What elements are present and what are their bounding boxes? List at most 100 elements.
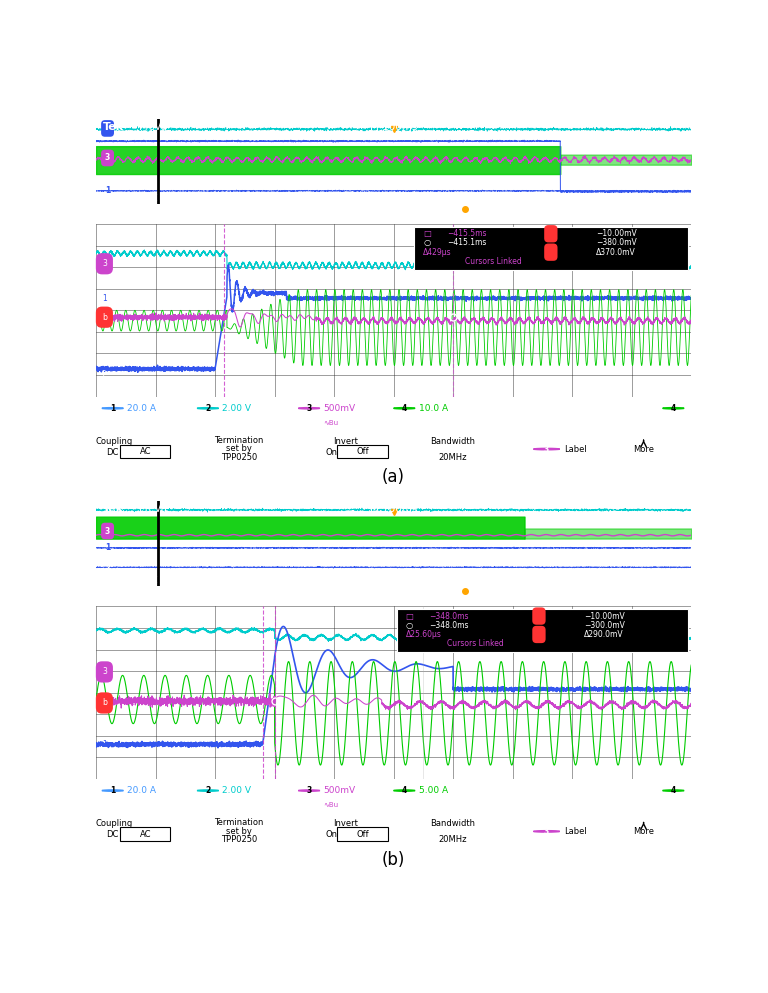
Text: On: On bbox=[325, 448, 337, 457]
Text: 2.00 V: 2.00 V bbox=[222, 786, 251, 795]
Text: 1: 1 bbox=[105, 187, 110, 196]
Circle shape bbox=[663, 407, 684, 409]
Text: PreVu: PreVu bbox=[139, 122, 167, 132]
FancyBboxPatch shape bbox=[120, 827, 170, 841]
Text: 500mV: 500mV bbox=[323, 404, 356, 413]
FancyBboxPatch shape bbox=[415, 226, 688, 270]
FancyBboxPatch shape bbox=[337, 445, 388, 459]
Text: Zoom Position: −415ms: Zoom Position: −415ms bbox=[304, 209, 421, 218]
Text: M 100ms: M 100ms bbox=[370, 122, 417, 132]
Text: Δ370.0mV: Δ370.0mV bbox=[596, 247, 636, 256]
Text: 4 May 2023: 4 May 2023 bbox=[709, 401, 758, 410]
Text: ○: ○ bbox=[406, 621, 412, 630]
Text: M 100ms: M 100ms bbox=[370, 504, 417, 514]
Text: 2: 2 bbox=[205, 404, 210, 413]
Text: Δ429μs: Δ429μs bbox=[423, 247, 452, 256]
Circle shape bbox=[299, 789, 319, 791]
Text: Off: Off bbox=[356, 829, 369, 838]
FancyBboxPatch shape bbox=[337, 827, 388, 841]
Text: 10.0MS/s: 10.0MS/s bbox=[578, 783, 616, 792]
Text: 20MHz: 20MHz bbox=[439, 453, 468, 462]
Text: Invert: Invert bbox=[333, 437, 359, 446]
FancyBboxPatch shape bbox=[396, 609, 688, 652]
Text: Zoom Factor: 1kX: Zoom Factor: 1kX bbox=[102, 209, 187, 218]
Text: 5.00 A: 5.00 A bbox=[419, 786, 448, 795]
Text: Label: Label bbox=[564, 445, 587, 454]
Text: 2: 2 bbox=[102, 761, 107, 770]
Text: Bandwidth: Bandwidth bbox=[431, 819, 475, 828]
Text: [ ]: [ ] bbox=[154, 194, 162, 201]
Text: TPP0250: TPP0250 bbox=[220, 835, 257, 844]
Text: Zoom Factor: 2.5kX: Zoom Factor: 2.5kX bbox=[102, 591, 197, 601]
Text: Z 40.0μs: Z 40.0μs bbox=[495, 783, 531, 792]
Text: (b): (b) bbox=[382, 851, 406, 869]
Text: 2.00 V: 2.00 V bbox=[222, 404, 251, 413]
Text: Label: Label bbox=[564, 827, 587, 836]
Text: 10.0MS/s: 10.0MS/s bbox=[578, 401, 616, 410]
Text: 3: 3 bbox=[306, 786, 312, 795]
Circle shape bbox=[102, 789, 124, 791]
Text: set by: set by bbox=[226, 827, 252, 836]
Text: 20.0 A: 20.0 A bbox=[127, 404, 156, 413]
Text: Tek: Tek bbox=[103, 504, 124, 514]
Text: More: More bbox=[633, 827, 654, 836]
Text: AC: AC bbox=[140, 447, 151, 456]
Circle shape bbox=[393, 789, 415, 791]
Text: Zoom Position: −348ms: Zoom Position: −348ms bbox=[304, 591, 421, 601]
Text: 800mA: 800mA bbox=[578, 418, 607, 427]
Text: DC: DC bbox=[106, 448, 118, 457]
Text: 1: 1 bbox=[102, 294, 107, 303]
Text: 1: 1 bbox=[105, 124, 110, 133]
Text: b: b bbox=[102, 313, 107, 322]
Circle shape bbox=[299, 407, 319, 409]
Text: −415.1ms: −415.1ms bbox=[447, 238, 487, 247]
Text: Off: Off bbox=[356, 447, 369, 456]
Text: ⒠: ⒠ bbox=[537, 612, 541, 621]
Text: 1: 1 bbox=[105, 543, 110, 552]
Text: 20.0 A: 20.0 A bbox=[127, 786, 156, 795]
Text: 800mA: 800mA bbox=[578, 800, 607, 809]
Text: 4: 4 bbox=[670, 786, 676, 795]
Circle shape bbox=[663, 789, 684, 791]
Text: 16:45:32: 16:45:32 bbox=[709, 418, 746, 427]
Text: /: / bbox=[685, 404, 688, 413]
Text: set by: set by bbox=[226, 445, 252, 454]
Text: 10M points: 10M points bbox=[495, 418, 541, 427]
Text: Termination: Termination bbox=[214, 818, 263, 827]
Text: ⒠: ⒠ bbox=[548, 229, 554, 238]
Text: 3: 3 bbox=[102, 667, 107, 676]
Text: 2: 2 bbox=[105, 194, 110, 203]
Text: 3: 3 bbox=[544, 827, 549, 836]
Text: ⒡: ⒡ bbox=[537, 630, 541, 638]
Circle shape bbox=[197, 789, 219, 791]
Text: Coupling: Coupling bbox=[95, 437, 133, 446]
Text: More: More bbox=[633, 445, 654, 454]
Text: 4: 4 bbox=[402, 786, 407, 795]
Text: 3: 3 bbox=[105, 526, 110, 535]
Text: 1: 1 bbox=[110, 404, 115, 413]
Text: 2: 2 bbox=[205, 786, 210, 795]
Circle shape bbox=[534, 831, 560, 832]
Text: Cursors Linked: Cursors Linked bbox=[447, 639, 504, 648]
Text: 4: 4 bbox=[670, 404, 676, 413]
Text: On: On bbox=[325, 830, 337, 839]
FancyBboxPatch shape bbox=[120, 445, 170, 459]
Text: Bandwidth: Bandwidth bbox=[431, 437, 475, 446]
Text: −10.00mV: −10.00mV bbox=[596, 229, 637, 238]
Circle shape bbox=[393, 407, 415, 409]
Text: Δ25.60μs: Δ25.60μs bbox=[406, 630, 442, 638]
Text: −380.0mV: −380.0mV bbox=[596, 238, 637, 247]
Text: 1: 1 bbox=[102, 740, 107, 749]
Text: 4: 4 bbox=[402, 404, 407, 413]
Text: Tek: Tek bbox=[103, 122, 124, 132]
Text: DC: DC bbox=[106, 830, 118, 839]
Text: ∿Bu: ∿Bu bbox=[323, 802, 339, 808]
Text: 2: 2 bbox=[105, 563, 110, 572]
Text: 20MHz: 20MHz bbox=[439, 835, 468, 844]
Text: ⒡: ⒡ bbox=[548, 247, 554, 256]
Text: 10M points: 10M points bbox=[495, 800, 541, 809]
Text: AC: AC bbox=[140, 829, 151, 838]
Text: 4 May 2023: 4 May 2023 bbox=[709, 783, 758, 792]
Circle shape bbox=[534, 449, 560, 450]
Text: Cursors Linked: Cursors Linked bbox=[465, 257, 521, 266]
